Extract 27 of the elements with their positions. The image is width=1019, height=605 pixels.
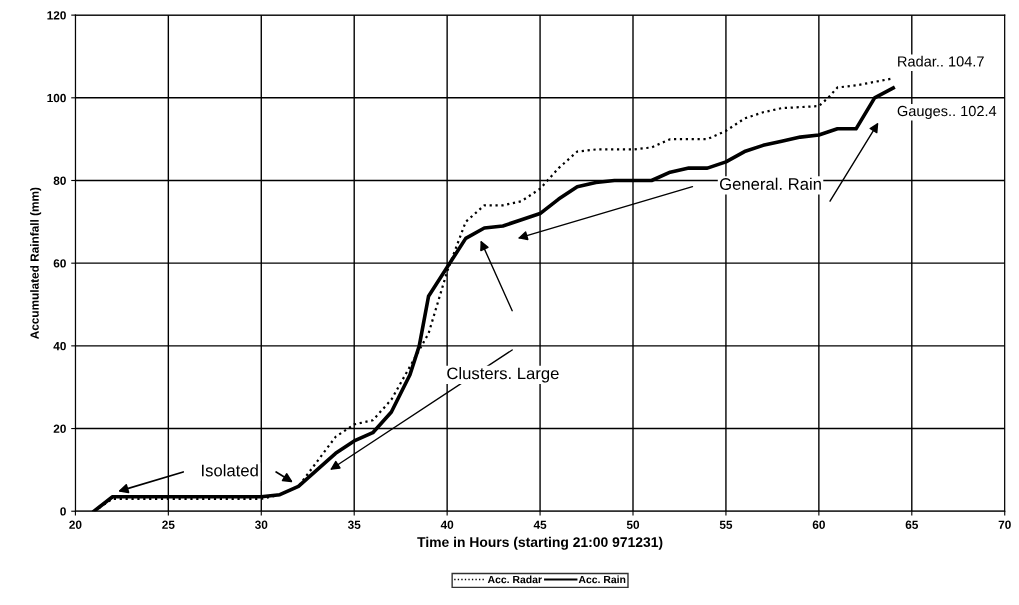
x-tick-label: 50 xyxy=(626,520,640,529)
x-tick-label: 25 xyxy=(162,520,175,529)
y-tick-label: 60 xyxy=(53,259,66,268)
x-tick-label: 30 xyxy=(254,520,268,529)
y-tick-label: 40 xyxy=(53,341,66,351)
y-tick-label: 0 xyxy=(60,507,66,516)
y-tick-label: 80 xyxy=(53,176,66,185)
y-axis-title: Accumulated Rainfall (mm) xyxy=(30,187,42,339)
x-tick-label: 55 xyxy=(719,520,733,529)
x-tick-label: 45 xyxy=(533,520,547,529)
y-tick-label: 120 xyxy=(47,11,66,20)
x-tick-label: 65 xyxy=(905,520,919,529)
annotation: Gauges.. 102.4 xyxy=(897,105,997,120)
y-tick-label: 100 xyxy=(47,93,66,103)
x-tick-label: 60 xyxy=(812,520,825,529)
annotation: Isolated xyxy=(202,464,258,477)
x-tick-label: 40 xyxy=(440,520,454,529)
x-axis-title: Time in Hours (starting 21:00 971231) xyxy=(417,536,663,550)
annotation: General. Rain xyxy=(719,177,821,190)
legend-label: Acc. Rain xyxy=(578,575,626,584)
x-tick-label: 20 xyxy=(69,520,82,529)
y-tick-label: 20 xyxy=(53,424,66,433)
x-tick-label: 70 xyxy=(998,520,1011,529)
annotation: Radar.. 104.7 xyxy=(898,55,984,67)
annotation: Clusters. Large xyxy=(447,367,559,383)
x-tick-label: 35 xyxy=(347,520,361,529)
legend-label: Acc. Radar xyxy=(487,575,542,584)
